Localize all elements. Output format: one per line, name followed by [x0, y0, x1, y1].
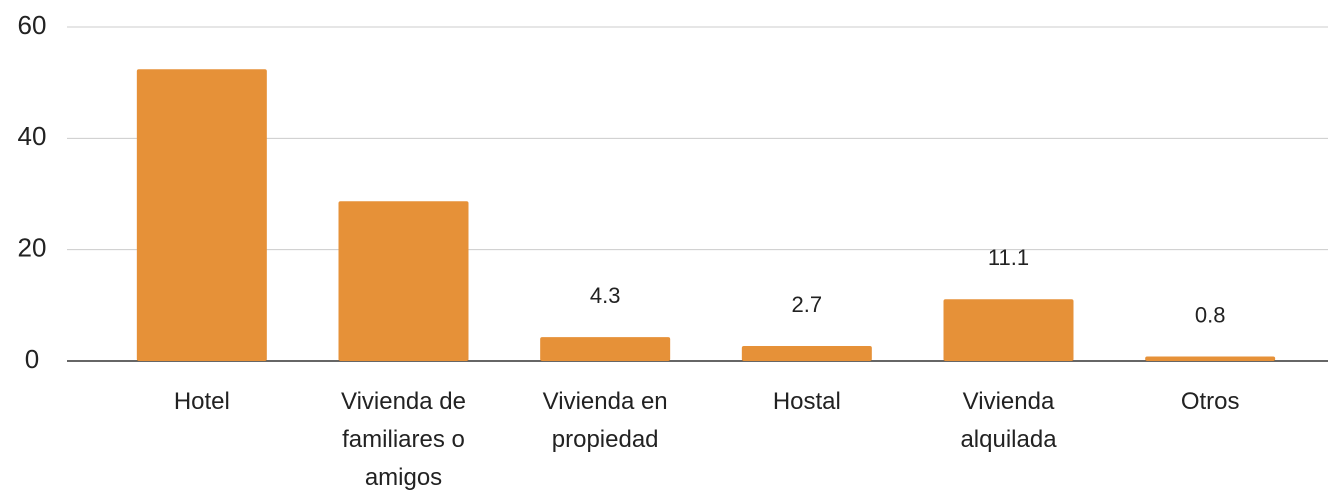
x-tick-label: Hostal [772, 388, 841, 415]
x-tick-label: Hotel [173, 388, 230, 415]
y-tick-label: 20 [18, 233, 47, 263]
value-label: 4.3 [590, 283, 621, 308]
x-tick-label: Vivienda en propiedad [542, 388, 668, 453]
y-tick-label: 40 [18, 121, 47, 151]
bar [136, 69, 267, 361]
value-label: 11.1 [988, 245, 1029, 270]
value-label: 0.8 [1195, 302, 1226, 327]
x-tick-label: Otros [1180, 388, 1240, 415]
y-tick-label: 0 [25, 344, 39, 374]
x-tick-label: Vivienda de familiares o amigos [341, 388, 466, 491]
bar [540, 337, 671, 361]
bar [1145, 356, 1276, 361]
bar [338, 201, 469, 361]
bar [943, 299, 1074, 361]
bar [741, 345, 872, 361]
value-label: 2.7 [792, 292, 823, 317]
y-tick-label: 60 [18, 10, 47, 40]
x-tick-label: Vivienda alquilada [960, 388, 1057, 453]
